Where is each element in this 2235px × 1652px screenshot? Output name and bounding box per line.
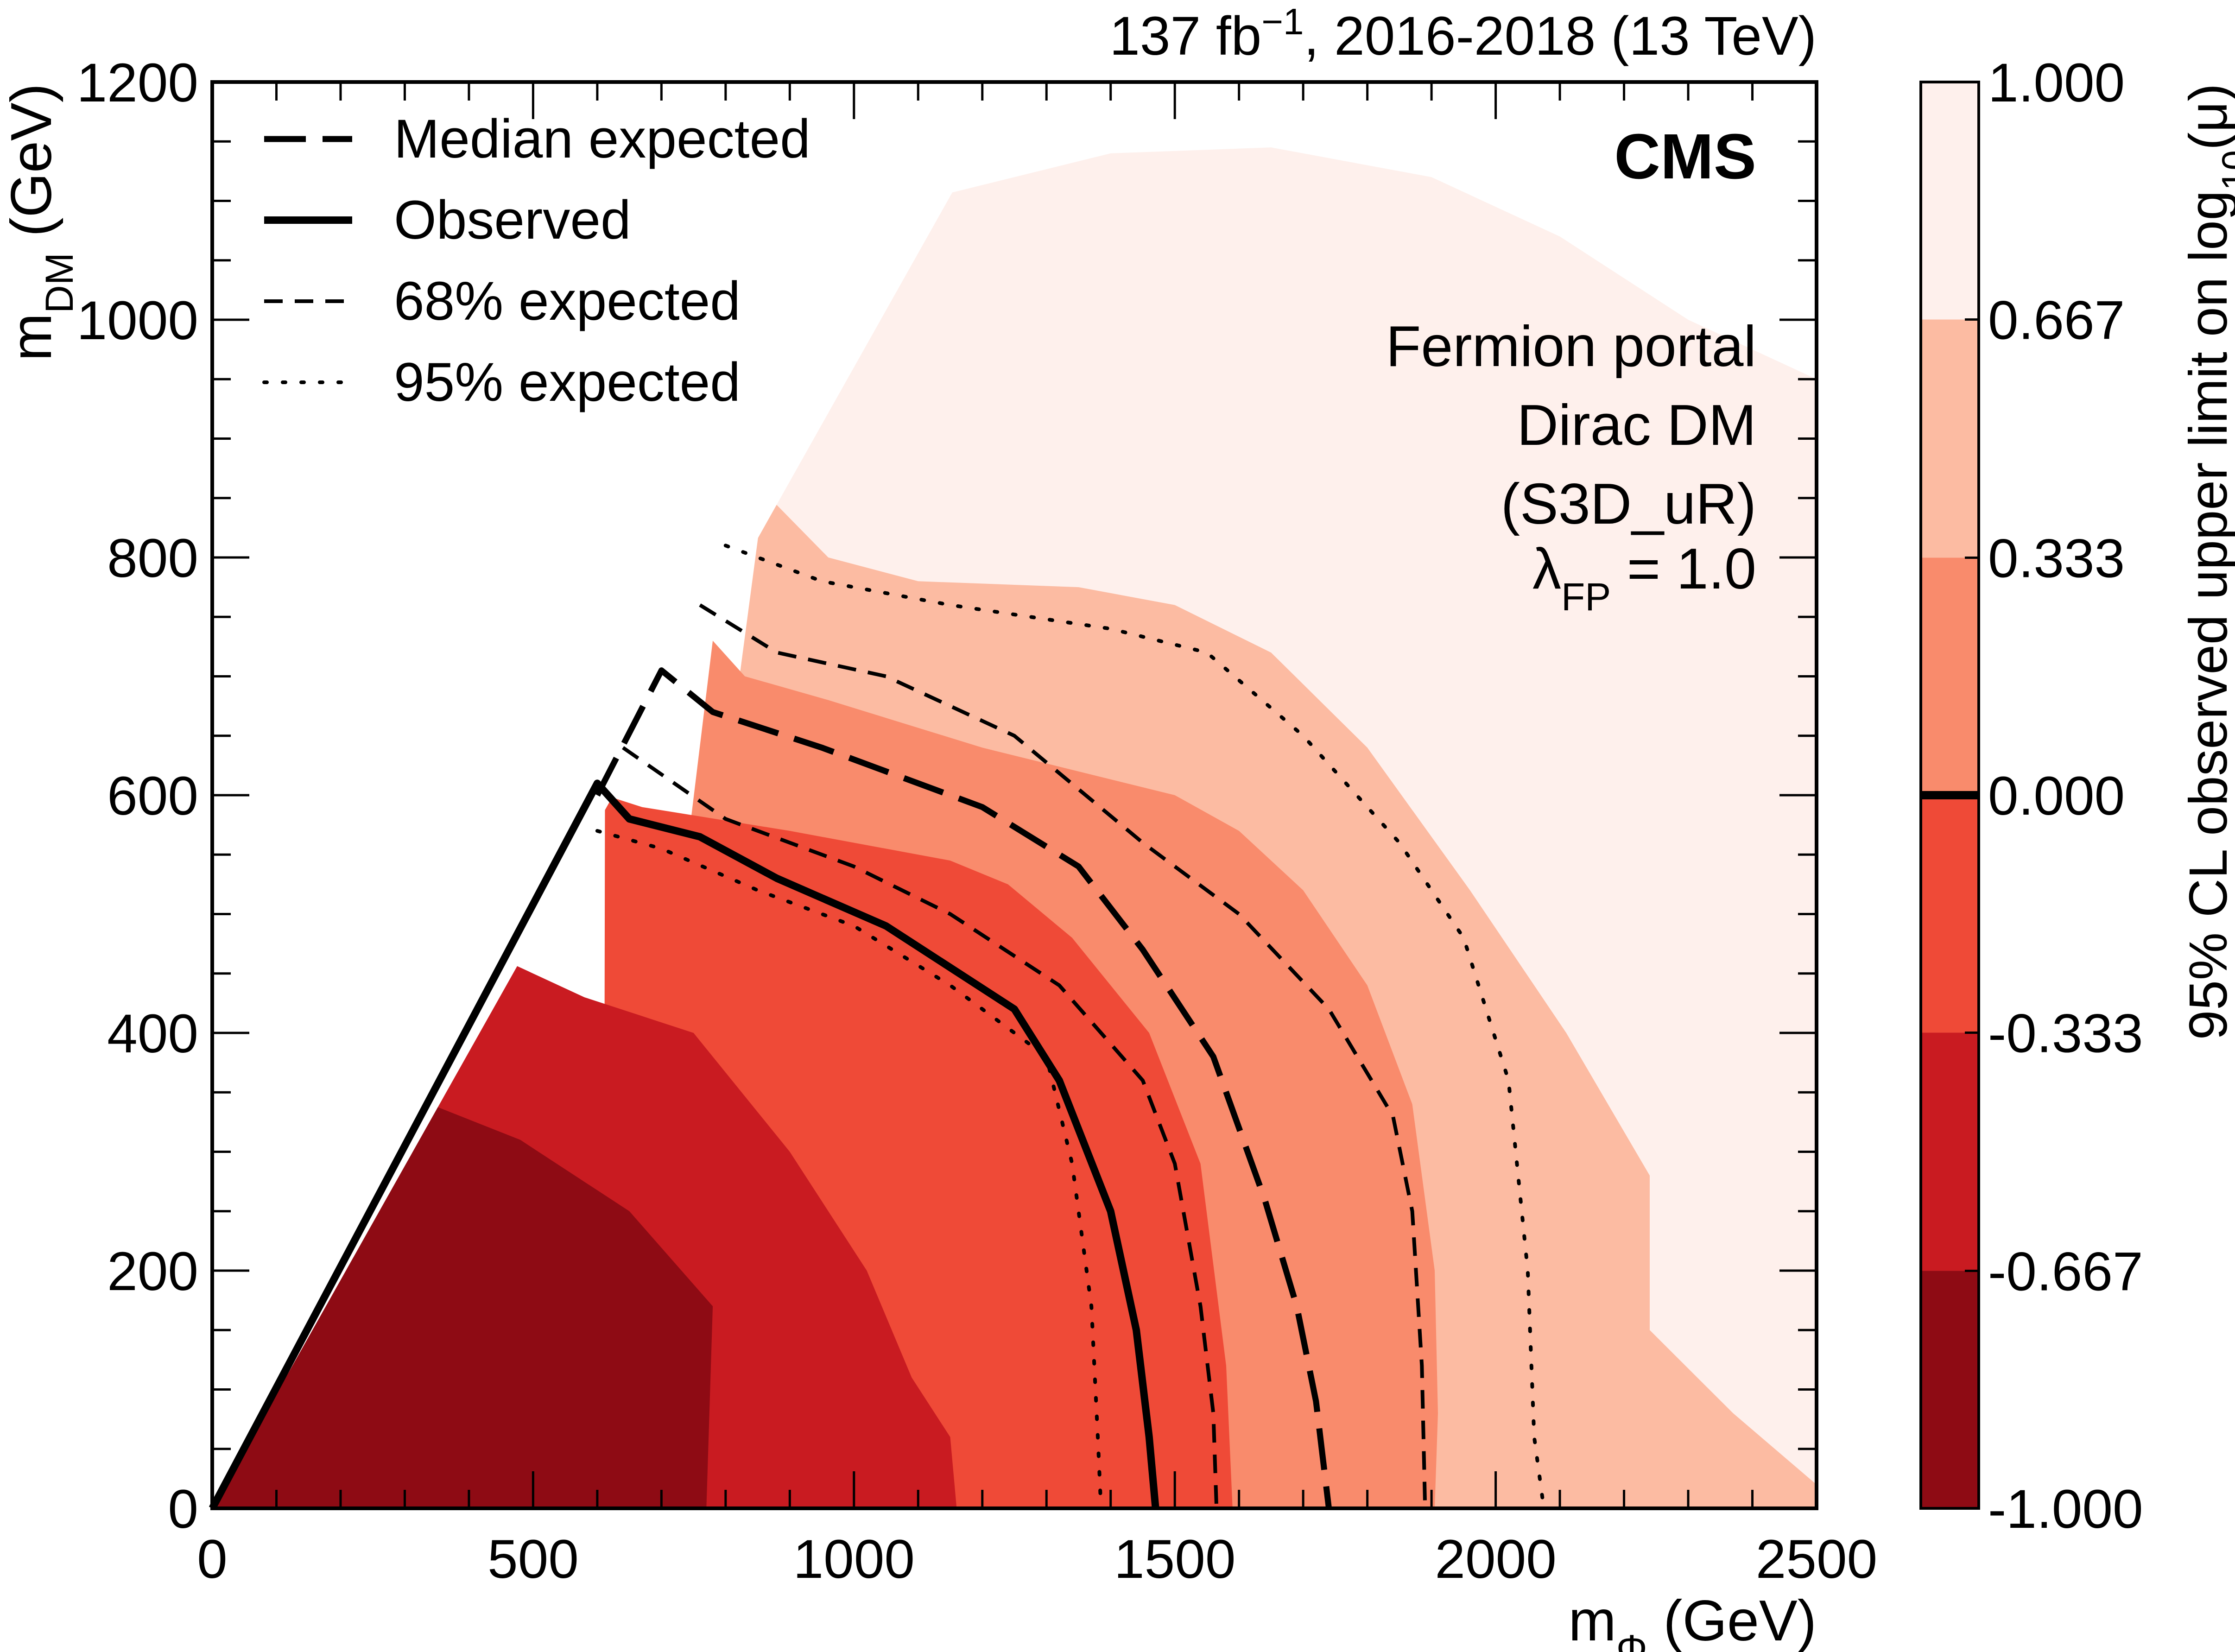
- colorbar-tick-label: -0.333: [1988, 1003, 2143, 1064]
- y-tick-label: 800: [107, 528, 198, 589]
- colorbar-tick-label: 0.000: [1988, 766, 2125, 827]
- colorbar-tick-label: -1.000: [1988, 1479, 2143, 1540]
- colorbar-segment-3: [1921, 557, 1979, 795]
- colorbar-segment-4: [1921, 319, 1979, 558]
- contour-dot-4: [595, 829, 1103, 1510]
- colorbar-tick-label: 0.333: [1988, 528, 2125, 589]
- coupling-label: λFP = 1.0: [1532, 537, 1756, 619]
- colorbar-tick-label: -0.667: [1988, 1241, 2143, 1303]
- contour-dash-3: [699, 603, 1427, 1509]
- experiment-label: CMS: [1614, 121, 1756, 192]
- x-tick-label: 2000: [1435, 1529, 1557, 1590]
- x-axis-label: mΦ (GeV): [1569, 1589, 1817, 1652]
- contour-dash-2: [622, 746, 1219, 1509]
- y-tick-label: 600: [107, 766, 198, 827]
- legend: Median expected Observed 68% expected 95% e…: [262, 108, 810, 413]
- header-lumi-label: 137 fb−1, 2016-2018 (13 TeV): [1109, 1, 1817, 67]
- model-line-3: (S3D_uR): [1501, 472, 1756, 536]
- contour-long-dash-1: [595, 667, 1332, 1509]
- colorbar-segment-0: [1921, 1271, 1979, 1508]
- x-tick-label: 2500: [1756, 1529, 1878, 1590]
- y-tick-label: 400: [107, 1003, 198, 1064]
- model-line-1: Fermion portal: [1386, 315, 1756, 379]
- legend-label: Observed: [394, 190, 631, 251]
- boundary-line: [209, 782, 601, 1510]
- colorbar-tick-label: 0.667: [1988, 290, 2125, 351]
- colorbar-label: 95% CL observed upper limit on log10(μ): [2178, 83, 2235, 1040]
- y-tick-label: 0: [168, 1479, 198, 1540]
- y-tick-label: 1200: [76, 52, 198, 114]
- y-axis-label: mDM (GeV): [0, 83, 81, 361]
- legend-label: 95% expected: [394, 352, 741, 413]
- x-tick-label: 0: [197, 1529, 228, 1590]
- y-tick-label: 1000: [76, 290, 198, 351]
- kinematic-boundary: [209, 782, 601, 1510]
- model-line-2: Dirac DM: [1517, 393, 1756, 457]
- x-tick-label: 1500: [1114, 1529, 1236, 1590]
- colorbar-segment-2: [1921, 795, 1979, 1033]
- plot-axes: 0 500 1000 1500 2000 2500 0 200 400 600 800 1000 120…: [76, 52, 1877, 1590]
- heatmap-fill-regions: [212, 147, 1817, 1508]
- x-tick-label: 1000: [793, 1529, 915, 1590]
- colorbar-segment-1: [1921, 1032, 1979, 1271]
- contour-solid-0: [209, 779, 1159, 1510]
- limit-contours: [209, 544, 1546, 1510]
- fill-region-5: [212, 1104, 713, 1508]
- legend-label: Median expected: [394, 108, 810, 170]
- y-tick-label: 200: [107, 1241, 198, 1302]
- colorbar: -1.000 -0.667 -0.333 0.000 0.333 0.667 1.000: [1919, 52, 2143, 1540]
- colorbar-segment-5: [1921, 82, 1979, 320]
- x-tick-label: 500: [488, 1529, 579, 1590]
- colorbar-tick-label: 1.000: [1988, 52, 2125, 114]
- legend-label: 68% expected: [394, 271, 741, 332]
